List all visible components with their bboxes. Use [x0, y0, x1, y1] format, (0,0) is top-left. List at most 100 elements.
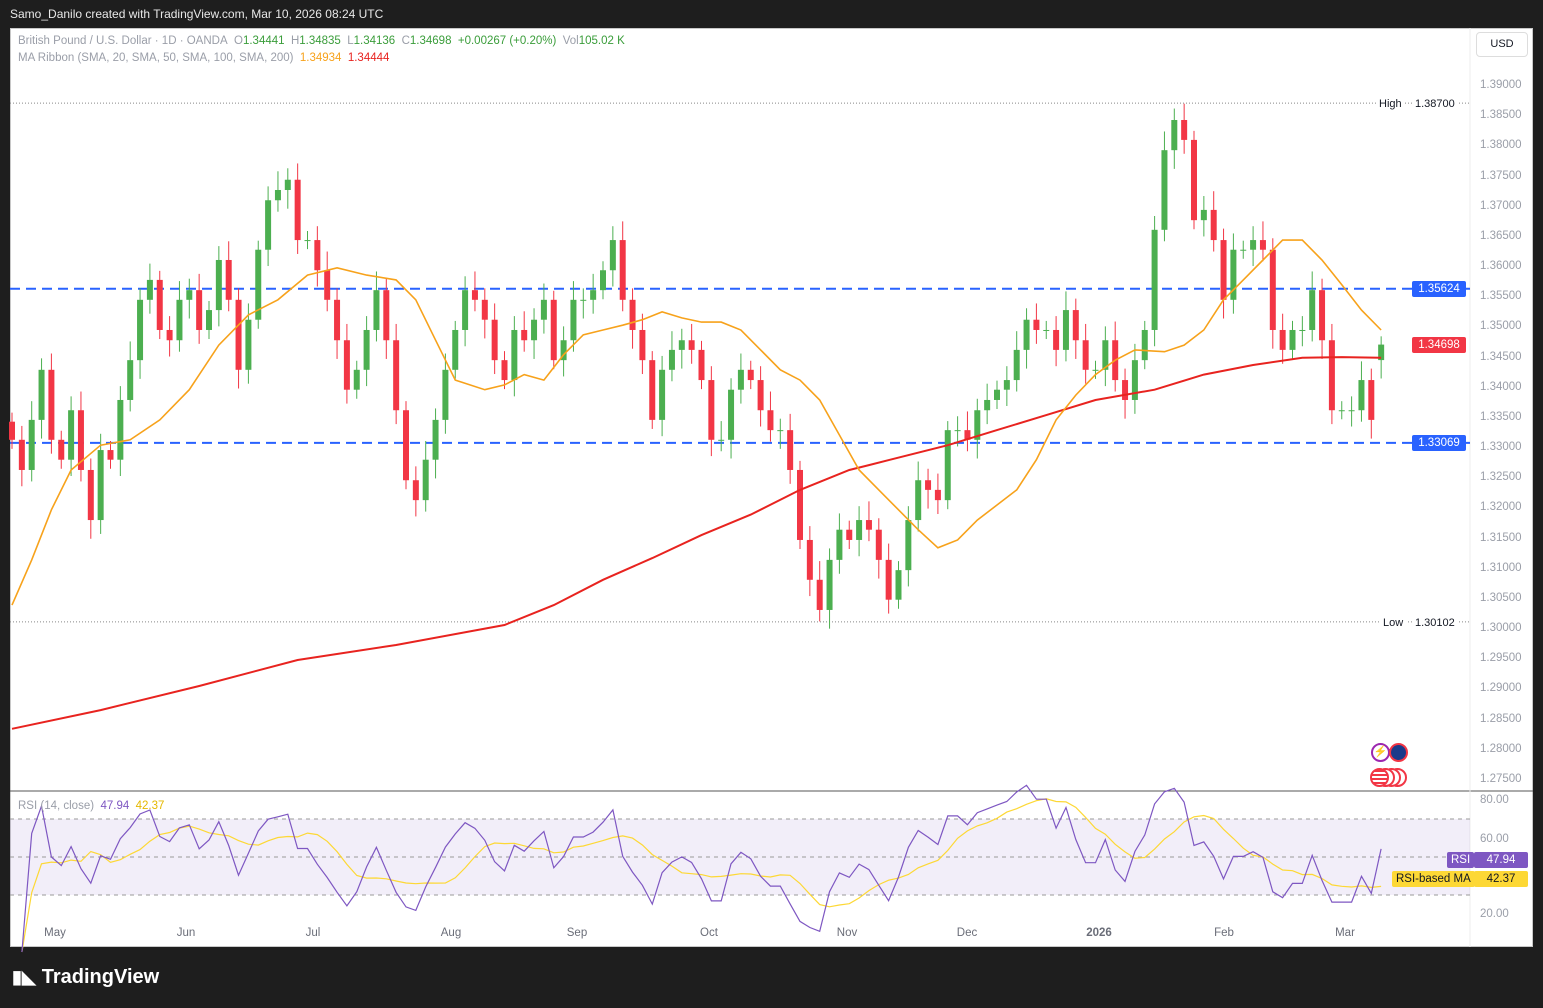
candle-body — [1151, 229, 1158, 330]
uk-flag-icon[interactable] — [1389, 743, 1408, 762]
candle-body — [97, 450, 104, 521]
ma-title[interactable]: MA Ribbon (SMA, 20, SMA, 50, SMA, 100, S… — [18, 52, 294, 64]
price-tick: 1.32000 — [1480, 501, 1522, 514]
candle-body — [166, 329, 173, 341]
candle-body — [964, 430, 971, 440]
candle-body — [245, 319, 252, 370]
us-flag-icon[interactable] — [1370, 768, 1410, 787]
candle-body — [856, 520, 863, 540]
candle-body — [865, 520, 872, 530]
candle-body — [1299, 329, 1306, 331]
price-tick: 1.29500 — [1480, 652, 1522, 665]
rsi-last-value: 47.94 — [1474, 852, 1528, 868]
candle-body — [481, 299, 488, 320]
month-label: Jun — [176, 927, 196, 939]
volume-value: 105.02 K — [578, 35, 625, 47]
lightning-icon[interactable]: ⚡ — [1371, 743, 1390, 762]
high-value: 1.34835 — [299, 35, 341, 47]
candle-body — [1013, 349, 1020, 381]
candle-body — [146, 279, 153, 300]
candle-body — [974, 410, 981, 440]
candle-body — [737, 369, 744, 390]
candle-body — [1230, 249, 1237, 300]
candle-body — [747, 369, 754, 381]
candle-body — [422, 459, 429, 501]
candle-body — [1368, 380, 1375, 420]
candle-body — [718, 439, 725, 441]
candle-body — [1220, 240, 1227, 300]
candle-body — [797, 469, 803, 540]
candle-body — [678, 340, 685, 350]
candle-body — [590, 290, 597, 300]
candle-body — [403, 410, 409, 481]
candle-body — [1358, 380, 1365, 411]
candle-body — [314, 240, 321, 271]
candle-body — [442, 369, 449, 420]
candle-body — [215, 259, 222, 311]
price-tick: 1.36000 — [1480, 260, 1522, 273]
candle-body — [994, 389, 1000, 400]
candle-body — [1102, 340, 1109, 370]
candle-body — [1082, 340, 1089, 370]
candle-body — [48, 369, 55, 440]
candle-body — [836, 529, 843, 560]
tradingview-logo[interactable]: ▮◣ TradingView — [12, 966, 159, 989]
month-label: Aug — [440, 927, 462, 939]
candle-body — [9, 421, 15, 440]
candle-body — [619, 240, 626, 300]
last-price-label: 1.34698 — [1412, 337, 1466, 353]
candle-body — [1062, 310, 1069, 350]
candle-body — [629, 299, 636, 330]
candle-body — [265, 200, 272, 250]
candle-body — [728, 389, 735, 440]
low-label: Low — [1380, 615, 1407, 631]
candle-body — [471, 290, 478, 300]
candle-body — [668, 349, 675, 370]
candle-body — [383, 290, 390, 341]
candle-body — [816, 579, 823, 610]
candle-body — [1378, 344, 1385, 361]
rsi-line — [21, 784, 1382, 953]
price-tick: 1.37000 — [1480, 199, 1522, 212]
price-tick: 1.31500 — [1480, 531, 1522, 544]
candle-body — [708, 380, 715, 440]
rsi-legend: RSI (14, close) 47.94 42.37 — [18, 800, 164, 812]
candle-body — [984, 399, 991, 411]
candle-body — [491, 319, 498, 361]
price-tick: 1.38500 — [1480, 109, 1522, 122]
candle-body — [393, 340, 400, 411]
price-tick: 1.33500 — [1480, 410, 1522, 423]
candle-body — [1181, 119, 1188, 140]
candle-body — [905, 520, 912, 571]
candle-body — [127, 360, 134, 400]
rsi-tick: 20.00 — [1480, 908, 1509, 920]
candle-body — [304, 240, 311, 242]
candle-body — [609, 240, 616, 271]
symbol-title[interactable]: British Pound / U.S. Dollar · 1D · OANDA — [18, 35, 228, 47]
price-tick: 1.33000 — [1480, 441, 1522, 454]
candle-body — [1122, 380, 1129, 400]
candle-body — [1309, 290, 1316, 330]
candle-body — [1259, 240, 1266, 250]
price-tick: 1.29000 — [1480, 682, 1522, 695]
candle-body — [1328, 340, 1335, 411]
price-tick: 1.34500 — [1480, 350, 1522, 363]
high-label: High — [1376, 96, 1405, 112]
price-tick: 1.27500 — [1480, 772, 1522, 785]
candle-body — [1053, 329, 1060, 350]
currency-button[interactable]: USD — [1476, 32, 1528, 57]
candle-body — [235, 299, 242, 370]
candle-body — [895, 570, 902, 600]
candle-body — [570, 299, 577, 341]
candle-body — [77, 410, 84, 470]
rsi-value: 47.94 — [100, 800, 130, 812]
candle-body — [137, 299, 144, 361]
candle-body — [600, 270, 606, 291]
candle-body — [452, 329, 459, 370]
candle-body — [343, 340, 350, 390]
month-label: Oct — [700, 927, 718, 939]
rsi-title[interactable]: RSI (14, close) — [18, 800, 95, 812]
candle-body — [531, 319, 538, 341]
candle-body — [649, 360, 656, 420]
